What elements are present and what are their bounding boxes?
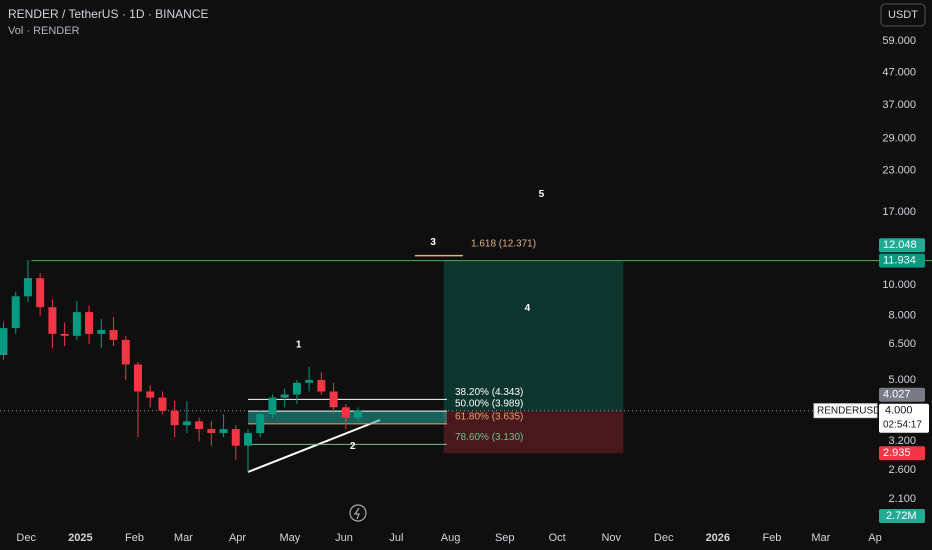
- wave-label: 5: [539, 189, 545, 200]
- x-tick-label: Oct: [549, 532, 566, 544]
- currency-button[interactable]: [880, 3, 926, 27]
- price-tag: [879, 238, 925, 253]
- candle-body: [207, 429, 216, 434]
- x-tick-label: Dec: [654, 532, 674, 544]
- candle-body: [48, 307, 57, 334]
- candle-body: [354, 410, 363, 418]
- x-tick-label: Mar: [174, 532, 193, 544]
- candle-body: [305, 380, 314, 383]
- y-tick-label: 29.000: [882, 133, 916, 145]
- x-tick-label: May: [280, 532, 301, 544]
- volume-tag: [879, 509, 925, 523]
- wave-label: 2: [350, 441, 356, 452]
- lightning-bolt: [353, 507, 360, 520]
- wave-label: 1: [296, 340, 302, 351]
- symbol-title: RENDER / TetherUS · 1D · BINANCE: [8, 7, 209, 21]
- candle-body: [231, 429, 240, 446]
- candle-body: [268, 397, 277, 415]
- x-tick-label: Sep: [495, 532, 515, 544]
- x-tick-label: Jun: [335, 532, 353, 544]
- y-tick-label: 5.000: [888, 374, 916, 386]
- price-tag: [879, 446, 925, 461]
- y-tick-label: 2.100: [888, 493, 916, 505]
- lightning-icon[interactable]: [349, 504, 367, 522]
- candle-body: [317, 380, 326, 392]
- candle-body: [60, 333, 69, 336]
- x-tick-label: Ap: [868, 532, 881, 544]
- candle-body: [97, 329, 106, 334]
- fib-label: 61.80% (3.635): [455, 411, 523, 422]
- candle-body: [341, 407, 350, 418]
- y-tick-label: 3.200: [888, 435, 916, 447]
- candle-body: [109, 329, 118, 340]
- x-tick-label: 2025: [68, 532, 92, 544]
- last-price-label: 4.000: [885, 405, 913, 417]
- fib-label: 78.60% (3.130): [455, 432, 523, 443]
- price-tag-label: 2.935: [883, 447, 911, 459]
- fib-label: 38.20% (4.343): [455, 387, 523, 398]
- wave-label: 4: [525, 303, 531, 314]
- candle-body: [133, 364, 142, 392]
- candle-body: [256, 414, 265, 434]
- price-tag-label: 11.934: [883, 254, 916, 266]
- x-tick-label: Feb: [125, 532, 144, 544]
- last-price-tag: [879, 403, 929, 433]
- y-tick-label: 17.000: [882, 206, 916, 218]
- y-tick-label: 47.000: [882, 66, 916, 78]
- wave-label: 3: [430, 237, 436, 248]
- candle-body: [11, 296, 20, 329]
- extension-label: 1.618 (12.371): [471, 238, 536, 249]
- price-tag-label: 4.027: [883, 389, 911, 401]
- candle-body: [280, 394, 289, 398]
- x-tick-label: Mar: [811, 532, 830, 544]
- currency-label: USDT: [888, 9, 918, 21]
- x-tick-label: Aug: [441, 532, 461, 544]
- candle-body: [292, 382, 301, 395]
- y-tick-label: 8.000: [888, 309, 916, 321]
- fib-label: 50.00% (3.989): [455, 399, 523, 410]
- y-tick-label: 23.000: [882, 164, 916, 176]
- candle-body: [244, 433, 253, 446]
- x-tick-label: Jul: [389, 532, 403, 544]
- candle-body: [121, 339, 130, 365]
- candle-body: [36, 278, 45, 308]
- y-tick-label: 59.000: [882, 35, 916, 47]
- candle-body: [146, 391, 155, 398]
- x-tick-label: 2026: [706, 532, 730, 544]
- candle-body: [219, 429, 228, 434]
- price-tag-label: 12.048: [883, 239, 917, 251]
- price-tag: [879, 253, 925, 268]
- stop-zone: [443, 410, 624, 454]
- symbol-tag: [813, 403, 878, 419]
- target-zone: [443, 260, 624, 411]
- candle-body: [85, 312, 94, 334]
- price-tag: [879, 387, 925, 402]
- y-tick-label: 37.000: [882, 99, 916, 111]
- volume-tag-label: 2.72M: [886, 510, 917, 522]
- volume-title: Vol · RENDER: [8, 25, 80, 37]
- y-tick-label: 10.000: [882, 279, 916, 291]
- candle-body: [72, 312, 81, 336]
- candle-body: [0, 328, 8, 356]
- trend-line: [247, 419, 381, 473]
- x-tick-label: Nov: [601, 532, 621, 544]
- candle-body: [182, 421, 191, 426]
- candle-body: [23, 278, 32, 297]
- candle-body: [170, 410, 179, 426]
- symbol-tag-label: RENDERUSDT: [817, 405, 886, 416]
- x-tick-label: Dec: [16, 532, 36, 544]
- countdown-label: 02:54:17: [883, 419, 922, 430]
- y-tick-label: 6.500: [888, 338, 916, 350]
- candle-body: [195, 421, 204, 430]
- y-tick-label: 2.600: [888, 464, 916, 476]
- x-tick-label: Feb: [762, 532, 781, 544]
- candle-body: [329, 391, 338, 408]
- x-tick-label: Apr: [229, 532, 246, 544]
- candle-body: [158, 397, 167, 411]
